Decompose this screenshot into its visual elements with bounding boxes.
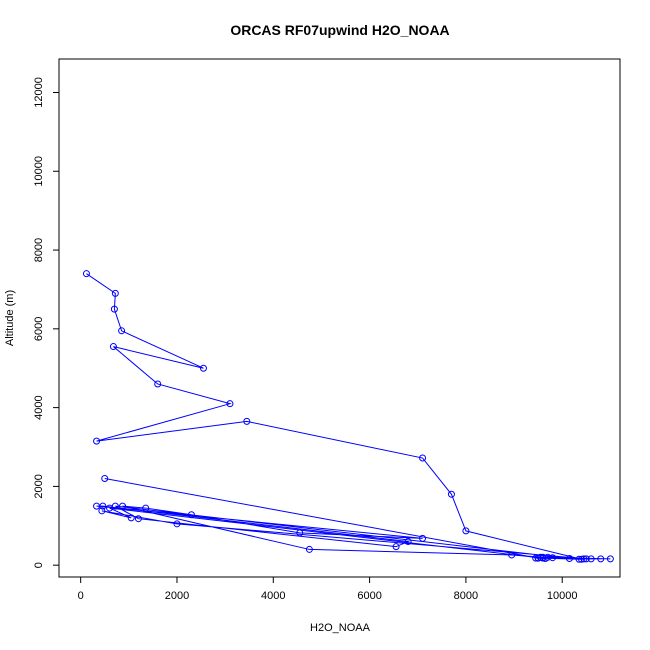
data-point xyxy=(111,289,119,297)
data-point xyxy=(597,555,605,563)
y-tick-label: 12000 xyxy=(33,77,45,108)
data-point xyxy=(606,555,614,563)
data-point xyxy=(582,555,590,563)
x-tick-label: 4000 xyxy=(261,590,285,602)
data-point xyxy=(119,502,127,510)
data-point xyxy=(580,555,588,563)
y-tick-label: 8000 xyxy=(33,238,45,262)
x-tick-label: 10000 xyxy=(547,590,578,602)
x-tick-label: 8000 xyxy=(454,590,478,602)
data-point xyxy=(534,554,542,562)
data-point xyxy=(447,490,455,498)
data-point xyxy=(305,545,313,553)
data-point xyxy=(187,511,195,519)
data-point xyxy=(127,514,135,522)
data-point xyxy=(296,529,304,537)
data-point xyxy=(134,515,142,523)
data-point xyxy=(577,555,585,563)
data-point xyxy=(419,534,427,542)
data-point xyxy=(587,555,595,563)
data-point xyxy=(101,475,109,483)
x-tick-label: 6000 xyxy=(357,590,381,602)
data-point xyxy=(549,554,557,562)
data-point xyxy=(154,380,162,388)
data-point xyxy=(508,551,516,559)
data-point xyxy=(541,554,549,562)
plot-frame xyxy=(58,58,621,578)
data-point xyxy=(419,454,427,462)
data-point xyxy=(98,507,106,515)
x-axis: 0 2000 4000 6000 8000 10000 xyxy=(78,576,578,602)
chart-title: ORCAS RF07upwind H2O_NOAA xyxy=(230,22,449,38)
data-point xyxy=(142,504,150,512)
data-point xyxy=(118,327,126,335)
data-point xyxy=(243,417,251,425)
data-point xyxy=(392,543,400,551)
data-point xyxy=(173,520,181,528)
data-point xyxy=(462,527,470,535)
y-tick-label: 2000 xyxy=(33,474,45,498)
y-axis-label: Altitude (m) xyxy=(4,290,16,346)
y-axis: 0 2000 4000 6000 8000 10000 12000 xyxy=(33,77,60,568)
data-point xyxy=(99,502,107,510)
data-point xyxy=(93,437,101,445)
data-point xyxy=(226,400,234,408)
y-tick-label: 10000 xyxy=(33,156,45,187)
data-point xyxy=(575,555,583,563)
data-point xyxy=(565,554,573,562)
data-point xyxy=(532,554,540,562)
data-point xyxy=(82,270,90,278)
y-tick-label: 4000 xyxy=(33,395,45,419)
data-point xyxy=(110,305,118,313)
x-tick-label: 2000 xyxy=(165,590,189,602)
y-tick-label: 0 xyxy=(33,562,45,568)
y-tick-label: 6000 xyxy=(33,317,45,341)
data-point xyxy=(106,504,114,512)
series-group xyxy=(82,270,614,563)
x-axis-label: H2O_NOAA xyxy=(310,622,371,634)
data-point xyxy=(404,538,412,546)
data-point xyxy=(109,343,117,351)
x-tick-label: 0 xyxy=(78,590,84,602)
data-point xyxy=(199,364,207,372)
series-line xyxy=(86,273,611,560)
